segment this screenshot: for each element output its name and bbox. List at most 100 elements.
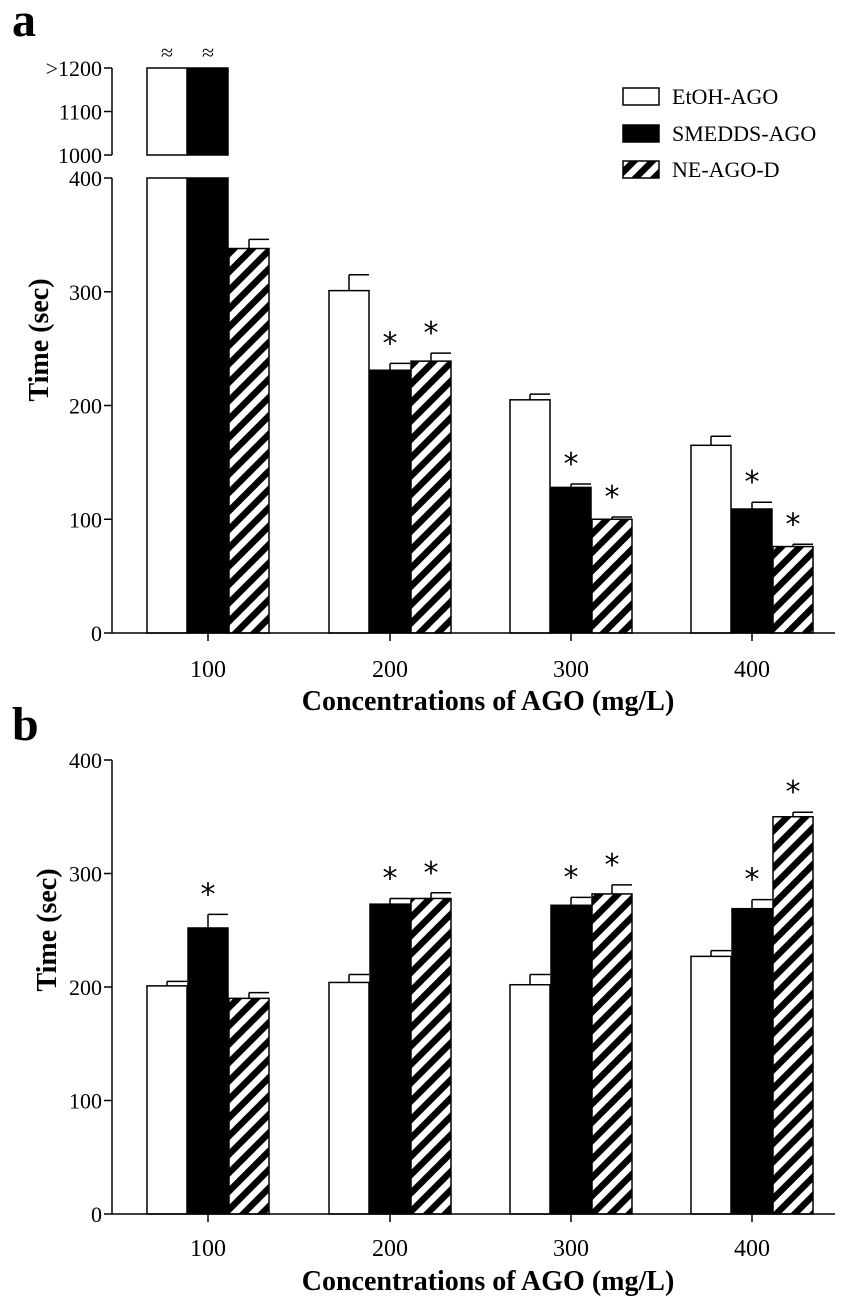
error-bar-a-smedds-ago-300 (570, 483, 591, 488)
error-bar-a-ne-ago-d-100 (248, 238, 269, 249)
panel-a-x-tick-label: 200 (372, 657, 408, 683)
panel-b-y-tick-label: 300 (69, 862, 102, 887)
legend-swatch-etoh-ago (622, 87, 660, 106)
error-bar-a-ne-ago-d-300 (611, 516, 632, 520)
bar-b-smedds-ago-300 (550, 904, 592, 1215)
legend-swatch-ne-ago-d (622, 160, 660, 179)
panel-b-y-tick-label: 400 (69, 748, 102, 773)
bar-b-ne-ago-d-300 (591, 893, 633, 1215)
panel-a-y-tick-label: 1100 (59, 100, 102, 125)
axis-break-mark: ≈ (202, 40, 214, 65)
error-bar-b-ne-ago-d-300 (611, 884, 632, 894)
bar-a-etoh-ago-100-upper (146, 67, 188, 156)
bar-b-etoh-ago-300 (509, 983, 551, 1215)
bar-a-ne-ago-d-100 (228, 247, 270, 634)
panel-b-x-tick-label: 100 (190, 1236, 226, 1262)
panel-a-x-tick-label: 300 (553, 657, 589, 683)
error-bar-b-smedds-ago-300 (570, 896, 591, 906)
legend-label-ne-ago-d: NE-AGO-D (672, 157, 780, 182)
error-bar-b-smedds-ago-400 (751, 898, 772, 909)
panel-a-y-tick-label: 400 (69, 166, 102, 191)
error-bar-a-smedds-ago-400 (751, 501, 772, 510)
panel-a-y-axis-title: Time (sec) (24, 278, 55, 401)
panel-b-x-tick-label: 400 (734, 1236, 770, 1262)
axis-break-mark: ≈ (161, 40, 173, 65)
bar-a-smedds-ago-100-upper (187, 67, 229, 156)
legend-label-etoh-ago: EtOH-AGO (672, 84, 778, 109)
panel-b-axes: 0 100 200 300 400 100 200 300 400 (69, 748, 835, 1262)
legend: EtOH-AGO SMEDDS-AGO NE-AGO-D (622, 84, 816, 182)
bar-b-ne-ago-d-400 (772, 816, 814, 1215)
significance-star: * (564, 447, 579, 482)
error-bar-b-ne-ago-d-400 (792, 811, 813, 817)
bar-b-smedds-ago-100 (187, 927, 229, 1215)
panel-a-y-tick-label: 200 (69, 394, 102, 419)
bar-b-etoh-ago-100 (146, 985, 188, 1215)
panel-a-x-tick-label: 100 (190, 657, 226, 683)
error-bar-b-etoh-ago-400 (710, 949, 731, 957)
error-bar-b-smedds-ago-100 (207, 913, 228, 928)
error-bar-b-smedds-ago-200 (389, 897, 410, 905)
bar-b-ne-ago-d-100 (228, 997, 270, 1215)
significance-star: * (424, 856, 439, 891)
panel-a-marks: ≈ ≈ * * * * * * (146, 40, 814, 634)
error-bar-a-ne-ago-d-200 (430, 352, 451, 362)
bar-a-smedds-ago-300 (550, 486, 592, 634)
significance-star: * (424, 316, 439, 351)
error-bar-b-etoh-ago-200 (348, 973, 369, 983)
significance-star: * (383, 861, 398, 896)
panel-a-y-tick-label: 100 (69, 507, 102, 532)
panel-b: b * * * * * * * 0 100 200 300 400 100 200 300 400 Time… (12, 698, 835, 1297)
bar-a-ne-ago-d-200 (410, 360, 452, 634)
legend-label-smedds-ago: SMEDDS-AGO (672, 121, 816, 146)
panel-b-x-tick-label: 200 (372, 1236, 408, 1262)
error-bar-b-etoh-ago-100 (166, 980, 187, 986)
panel-b-marks: * * * * * * * (146, 775, 814, 1215)
bar-a-smedds-ago-400 (731, 508, 773, 634)
significance-star: * (745, 465, 760, 500)
bar-a-smedds-ago-200 (369, 369, 411, 634)
legend-swatch-smedds-ago (622, 124, 660, 143)
panel-b-y-tick-label: 200 (69, 975, 102, 1000)
bar-b-smedds-ago-200 (369, 903, 411, 1215)
panel-b-y-axis-title: Time (sec) (32, 868, 63, 991)
bar-b-smedds-ago-400 (731, 907, 773, 1215)
error-bar-b-ne-ago-d-200 (430, 892, 451, 899)
panel-b-y-tick-label: 100 (69, 1089, 102, 1114)
panel-a-x-axis-title: Concentrations of AGO (mg/L) (302, 686, 675, 717)
error-bar-b-ne-ago-d-100 (248, 991, 269, 999)
error-bar-b-etoh-ago-300 (529, 973, 550, 985)
bar-a-etoh-ago-200 (328, 289, 370, 634)
panel-a-y-tick-label: >1200 (46, 56, 102, 81)
panel-a: a ≈ ≈****** 010020030040010001100>1200100… (12, 0, 835, 717)
panel-a-y-tick-label: 0 (91, 621, 102, 646)
bar-a-etoh-ago-400 (690, 444, 732, 634)
significance-star: * (745, 863, 760, 898)
bar-b-ne-ago-d-200 (410, 897, 452, 1215)
panel-a-y-tick-label: 300 (69, 280, 102, 305)
panel-b-letter: b (12, 698, 39, 751)
bar-a-smedds-ago-100-lower (187, 177, 229, 634)
error-bar-a-smedds-ago-200 (389, 362, 410, 371)
panel-b-x-axis-title: Concentrations of AGO (mg/L) (302, 1266, 675, 1297)
panel-a-x-tick-label: 400 (734, 657, 770, 683)
significance-star: * (605, 848, 620, 883)
significance-star: * (605, 480, 620, 515)
bar-a-ne-ago-d-300 (591, 518, 633, 634)
bar-a-etoh-ago-100-lower (146, 177, 188, 634)
significance-star: * (786, 775, 801, 810)
error-bar-a-ne-ago-d-400 (792, 543, 813, 547)
significance-star: * (564, 860, 579, 895)
panel-b-y-tick-label: 0 (91, 1202, 102, 1227)
panel-b-x-tick-label: 300 (553, 1236, 589, 1262)
bar-b-etoh-ago-200 (328, 981, 370, 1215)
error-bar-a-etoh-ago-200 (348, 273, 369, 291)
significance-star: * (383, 326, 398, 361)
panel-a-y-tick-label: 1000 (58, 143, 102, 168)
significance-star: * (201, 877, 216, 912)
panel-a-letter: a (12, 0, 36, 47)
bar-a-ne-ago-d-400 (772, 545, 814, 634)
significance-star: * (786, 507, 801, 542)
